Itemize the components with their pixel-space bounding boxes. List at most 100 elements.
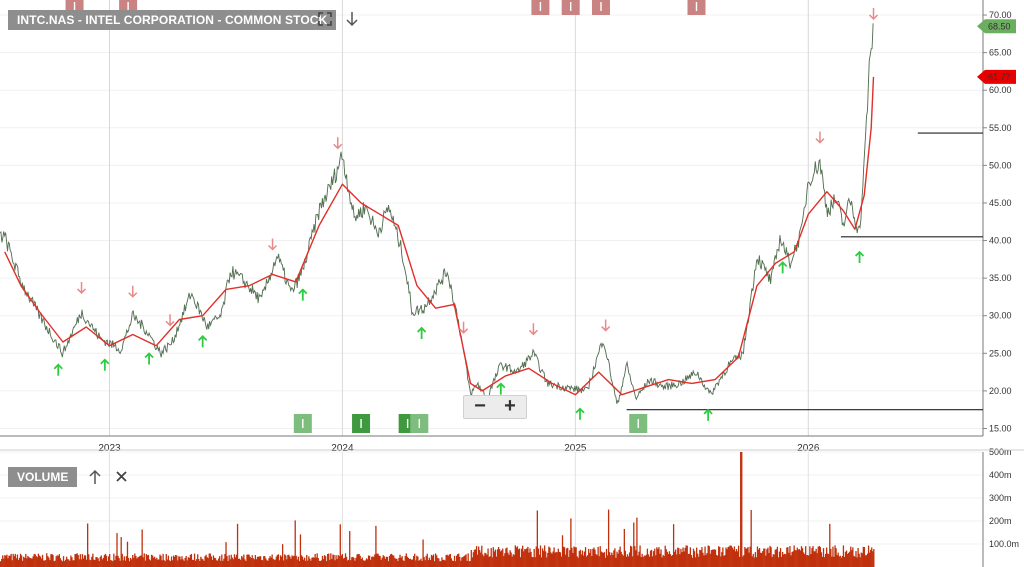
volume-bar bbox=[276, 554, 279, 567]
volume-bar bbox=[602, 552, 605, 567]
volume-bar bbox=[747, 547, 749, 567]
volume-bar bbox=[474, 549, 477, 567]
volume-bar bbox=[819, 547, 822, 567]
volume-bar bbox=[301, 556, 304, 567]
zoom-in-button[interactable]: + bbox=[504, 395, 516, 417]
volume-bar bbox=[30, 558, 32, 567]
volume-bar bbox=[12, 553, 14, 567]
volume-bar bbox=[221, 554, 223, 567]
volume-bar bbox=[812, 546, 814, 567]
volume-bar bbox=[280, 556, 283, 567]
volume-bar bbox=[691, 557, 694, 567]
volume-bar bbox=[47, 556, 49, 567]
volume-bar bbox=[38, 555, 41, 567]
volume-bar bbox=[247, 554, 249, 567]
volume-bar bbox=[421, 560, 423, 567]
volume-bar bbox=[265, 558, 267, 567]
volume-bar bbox=[409, 558, 412, 567]
volume-bar bbox=[406, 556, 409, 567]
volume-bar bbox=[331, 559, 333, 567]
symbol-title[interactable]: INTC.NAS - INTEL CORPORATION - COMMON ST… bbox=[8, 10, 337, 30]
volume-bar bbox=[192, 560, 195, 567]
volume-tick-label: 300m bbox=[989, 493, 1012, 503]
volume-bar bbox=[317, 557, 319, 567]
volume-bar bbox=[496, 549, 499, 567]
volume-bar bbox=[343, 557, 346, 567]
volume-bar bbox=[619, 546, 621, 567]
volume-bar bbox=[435, 553, 437, 567]
volume-bar bbox=[377, 553, 379, 567]
volume-bar bbox=[811, 548, 813, 567]
volume-bar bbox=[779, 547, 782, 567]
volume-bar bbox=[327, 553, 329, 567]
volume-bar bbox=[607, 509, 610, 567]
fullscreen-icon[interactable] bbox=[318, 12, 332, 30]
down-signal-arrow bbox=[76, 281, 87, 295]
volume-bar bbox=[253, 559, 255, 567]
volume-bar bbox=[231, 557, 233, 567]
volume-bar bbox=[764, 548, 766, 567]
volume-bar bbox=[709, 553, 711, 567]
volume-bar bbox=[346, 560, 349, 567]
volume-bar bbox=[284, 554, 286, 567]
volume-bar bbox=[711, 549, 714, 567]
volume-bar bbox=[363, 560, 366, 567]
volume-bar bbox=[457, 554, 459, 567]
volume-bar bbox=[830, 548, 832, 567]
volume-bar bbox=[468, 561, 470, 567]
arrow-down-icon[interactable] bbox=[345, 11, 359, 31]
volume-bar bbox=[868, 552, 871, 567]
volume-bar bbox=[708, 546, 710, 567]
volume-bar bbox=[315, 557, 317, 567]
volume-bar bbox=[60, 560, 63, 567]
volume-bar bbox=[395, 558, 397, 567]
volume-bar bbox=[753, 557, 755, 567]
volume-bar bbox=[2, 555, 4, 567]
volume-bar bbox=[17, 560, 20, 567]
volume-bar bbox=[765, 555, 767, 567]
volume-bar bbox=[72, 560, 74, 567]
volume-bar bbox=[103, 555, 106, 567]
volume-bar bbox=[59, 558, 62, 567]
volume-bar bbox=[859, 557, 861, 567]
volume-bar bbox=[329, 559, 331, 567]
volume-bar bbox=[85, 559, 88, 567]
volume-bar bbox=[397, 561, 399, 567]
volume-bar bbox=[198, 559, 200, 567]
up-signal-arrow bbox=[778, 261, 788, 274]
volume-bar bbox=[527, 546, 529, 567]
volume-bar bbox=[440, 561, 442, 567]
volume-bar bbox=[79, 554, 81, 567]
volume-bar bbox=[205, 554, 207, 567]
arrow-up-icon[interactable] bbox=[88, 469, 102, 489]
volume-bar bbox=[579, 549, 581, 567]
volume-bar bbox=[174, 556, 176, 567]
volume-bar bbox=[537, 548, 540, 567]
volume-bar bbox=[838, 556, 840, 567]
volume-bar bbox=[575, 547, 577, 567]
volume-bar bbox=[422, 539, 424, 567]
volume-bar bbox=[311, 557, 313, 567]
zoom-out-button[interactable]: − bbox=[474, 395, 486, 417]
volume-bar bbox=[829, 523, 831, 567]
volume-bar bbox=[271, 554, 273, 567]
volume-bar bbox=[419, 559, 421, 567]
up-signal-arrow bbox=[144, 352, 154, 365]
volume-bar bbox=[777, 557, 780, 567]
volume-bar bbox=[568, 556, 570, 567]
volume-bar bbox=[194, 560, 197, 567]
volume-bar bbox=[171, 560, 174, 567]
volume-bar bbox=[800, 546, 803, 567]
volume-bar bbox=[92, 553, 94, 567]
volume-bar bbox=[432, 554, 435, 567]
volume-bar bbox=[178, 556, 180, 567]
volume-bar bbox=[113, 553, 115, 567]
volume-bar bbox=[212, 555, 215, 567]
volume-bar bbox=[336, 558, 338, 567]
volume-bar bbox=[202, 559, 204, 567]
volume-bar bbox=[104, 553, 107, 567]
close-icon[interactable] bbox=[115, 470, 128, 487]
volume-bar bbox=[577, 557, 579, 567]
volume-bar bbox=[418, 560, 420, 567]
